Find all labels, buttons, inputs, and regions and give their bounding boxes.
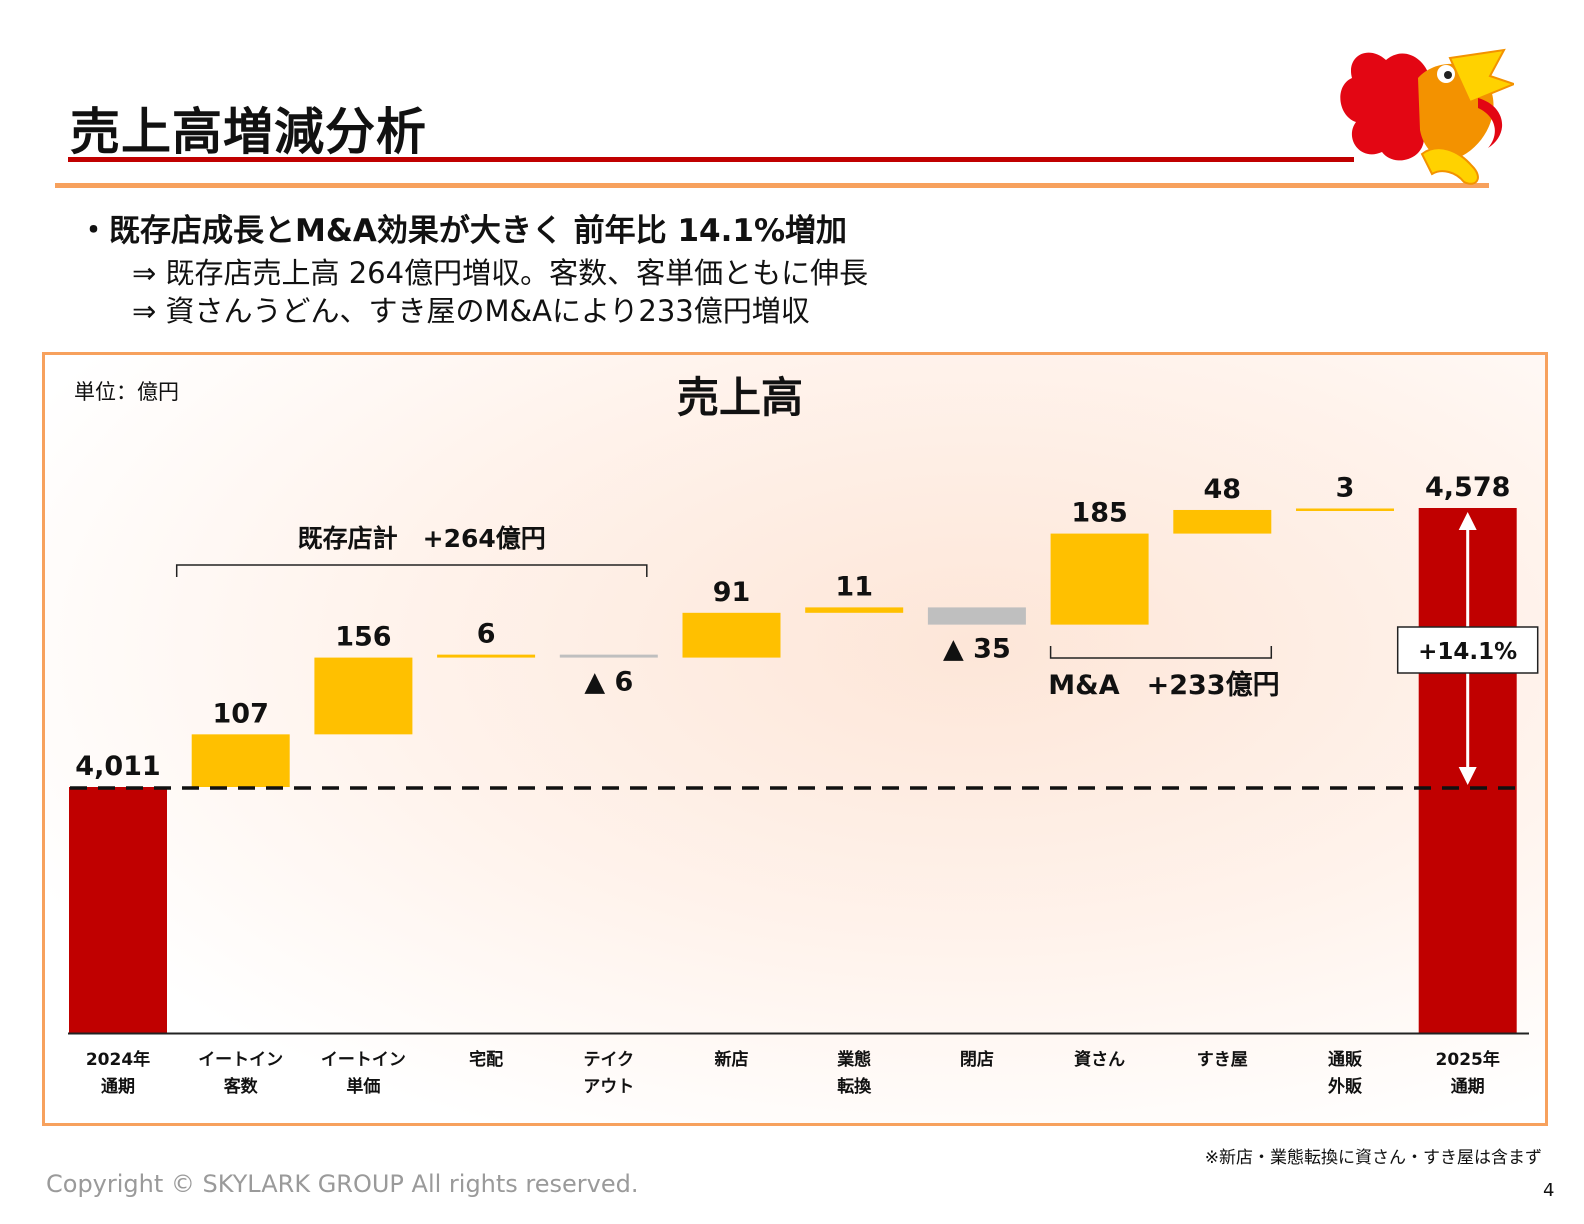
category-label-10-1: 外販 bbox=[1328, 1076, 1363, 1097]
data-label-7: ▲ 35 bbox=[943, 634, 1011, 665]
category-label-7-0: 閉店 bbox=[960, 1049, 994, 1070]
data-label-10: 3 bbox=[1336, 472, 1355, 503]
category-label-11-1: 通期 bbox=[1451, 1077, 1485, 1097]
category-label-4-1: アウト bbox=[583, 1077, 634, 1097]
unit-label: 単位：億円 bbox=[74, 380, 179, 404]
data-label-3: 6 bbox=[477, 619, 496, 650]
growth-arrowhead-down bbox=[1458, 767, 1477, 785]
category-label-6-1: 転換 bbox=[837, 1076, 872, 1097]
category-label-11-0: 2025年 bbox=[1436, 1049, 1500, 1070]
data-label-2: 156 bbox=[335, 622, 391, 653]
header-divider bbox=[55, 183, 1489, 188]
sub-point-existing-stores: ⇒ 既存店売上高 264億円増収。客数、客単価ともに伸長 bbox=[132, 256, 869, 290]
category-label-10-0: 通販 bbox=[1328, 1049, 1363, 1070]
data-label-8: 185 bbox=[1071, 498, 1127, 529]
data-label-9: 48 bbox=[1204, 474, 1242, 505]
category-label-1-1: 客数 bbox=[223, 1076, 259, 1097]
group-label-mna: M&A +233億円 bbox=[1048, 670, 1279, 701]
category-label-1-0: イートイン bbox=[198, 1050, 283, 1070]
category-label-9-0: すき屋 bbox=[1197, 1050, 1248, 1070]
copyright: Copyright © SKYLARK GROUP All rights res… bbox=[46, 1170, 639, 1198]
bar-6 bbox=[805, 607, 904, 613]
bar-4 bbox=[559, 654, 658, 658]
category-label-6-0: 業態 bbox=[837, 1049, 871, 1070]
data-label-11: 4,578 bbox=[1425, 472, 1510, 503]
bar-3 bbox=[437, 654, 536, 658]
category-label-0-1: 通期 bbox=[101, 1077, 135, 1097]
category-label-0-0: 2024年 bbox=[86, 1049, 150, 1070]
bar-2 bbox=[314, 657, 413, 735]
bar-8 bbox=[1050, 533, 1149, 625]
growth-label: +14.1% bbox=[1418, 639, 1517, 665]
bar-9 bbox=[1173, 509, 1272, 534]
footnote: ※新店・業態転換に資さん・すき屋は含まず bbox=[1204, 1148, 1542, 1168]
bar-7 bbox=[927, 607, 1026, 625]
data-label-1: 107 bbox=[213, 698, 269, 729]
bar-0 bbox=[69, 787, 167, 1033]
bar-10 bbox=[1296, 508, 1394, 511]
page-title: 売上高増減分析 bbox=[70, 103, 427, 161]
category-label-5-0: 新店 bbox=[715, 1049, 749, 1070]
category-label-8-0: 資さん bbox=[1074, 1050, 1125, 1070]
category-label-2-0: イートイン bbox=[321, 1050, 406, 1070]
data-label-0: 4,011 bbox=[75, 751, 160, 782]
bracket-mna bbox=[1049, 646, 1273, 659]
category-label-2-1: 単価 bbox=[346, 1076, 380, 1097]
title-underline bbox=[68, 157, 1354, 162]
bar-1 bbox=[191, 734, 290, 787]
data-label-5: 91 bbox=[713, 577, 751, 608]
chart-panel bbox=[42, 352, 1548, 1126]
bracket-existing-stores bbox=[175, 564, 648, 577]
sub-point-mna: ⇒ 資さんうどん、すき屋のM&Aにより233億円増収 bbox=[132, 294, 810, 328]
category-label-3-0: 宅配 bbox=[469, 1049, 503, 1070]
key-point: ・既存店成長とM&A効果が大きく 前年比 14.1%増加 bbox=[78, 213, 848, 249]
bar-5 bbox=[682, 612, 781, 658]
mascot-logo bbox=[1340, 48, 1514, 185]
group-label-existing-stores: 既存店計 +264億円 bbox=[298, 524, 546, 553]
chart-title: 売上高 bbox=[676, 373, 803, 422]
page-number: 4 bbox=[1543, 1180, 1555, 1201]
category-label-4-0: テイク bbox=[583, 1050, 634, 1070]
data-label-4: ▲ 6 bbox=[584, 667, 633, 698]
growth-box bbox=[1396, 626, 1539, 674]
data-label-6: 11 bbox=[835, 571, 873, 602]
growth-arrowhead-up bbox=[1458, 512, 1477, 530]
